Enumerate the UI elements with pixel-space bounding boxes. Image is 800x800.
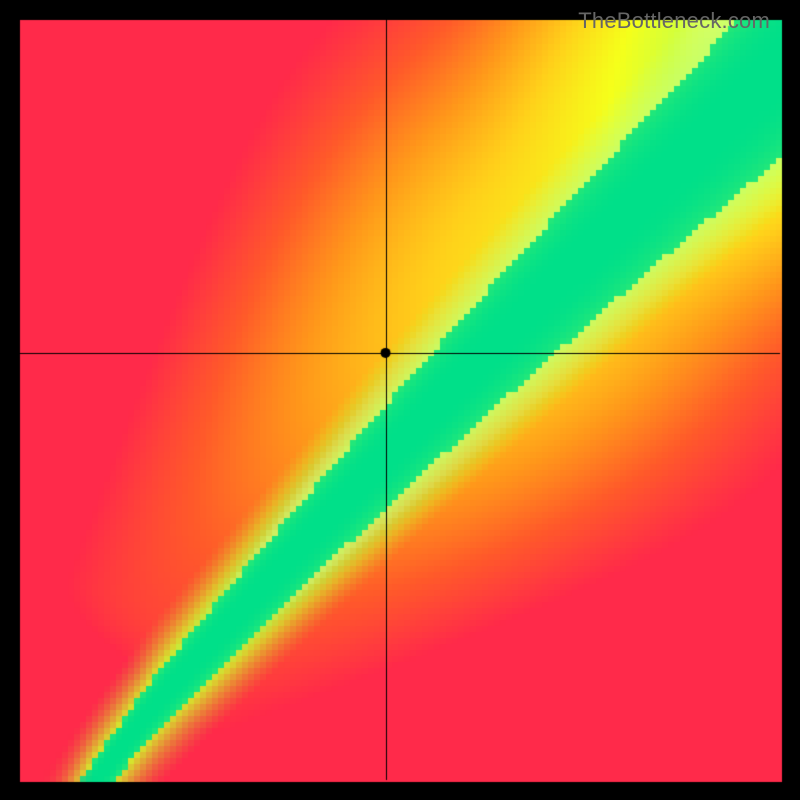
watermark-text: TheBottleneck.com: [578, 8, 770, 34]
chart-frame: TheBottleneck.com: [0, 0, 800, 800]
bottleneck-heatmap-canvas: [0, 0, 800, 800]
